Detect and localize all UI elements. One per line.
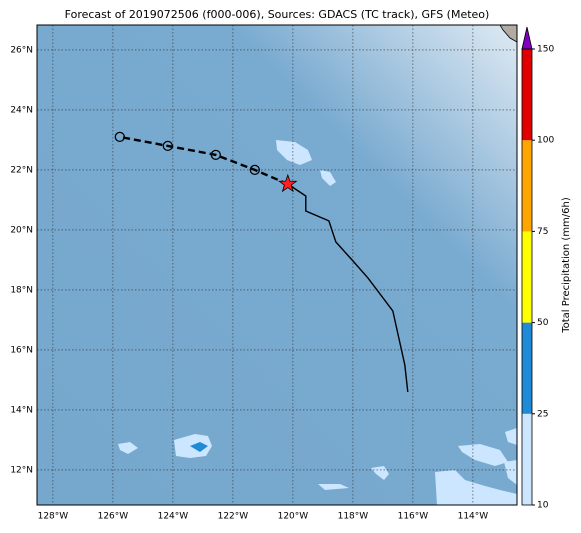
colorbar-segment xyxy=(522,322,532,414)
lat-label: 22°N xyxy=(10,165,33,175)
lon-label: 118°W xyxy=(338,512,369,522)
colorbar-tick-label: 100 xyxy=(537,136,554,146)
lat-label: 26°N xyxy=(10,45,33,55)
forecast-track xyxy=(119,135,289,186)
colorbar-segment xyxy=(522,49,532,141)
lat-label: 12°N xyxy=(10,465,33,475)
lon-label: 126°W xyxy=(98,512,129,522)
forecast-point xyxy=(249,164,260,176)
ocean xyxy=(37,25,517,505)
map-title: Forecast of 2019072506 (f000-006), Sourc… xyxy=(65,8,490,21)
lon-label: 114°W xyxy=(458,512,489,522)
past-track xyxy=(287,183,409,392)
precip-heavy xyxy=(190,442,208,452)
land xyxy=(499,25,517,43)
lat-label: 16°N xyxy=(10,345,33,355)
colorbar-segment xyxy=(522,413,532,505)
colorbar-extend xyxy=(521,26,533,50)
lon-label: 120°W xyxy=(278,512,309,522)
map-area xyxy=(37,25,517,505)
colorbar-tick-label: 50 xyxy=(537,318,549,328)
colorbar-tick-label: 25 xyxy=(537,409,548,419)
precip-areas xyxy=(118,140,517,505)
forecast-point xyxy=(210,149,221,161)
current-position xyxy=(278,173,298,193)
colorbar-label: Total Precipitation (mm/6h) xyxy=(561,197,572,334)
lon-label: 122°W xyxy=(218,512,249,522)
lat-label: 18°N xyxy=(10,285,33,295)
colorbar-tick-label: 150 xyxy=(537,45,554,55)
lon-label: 128°W xyxy=(38,512,69,522)
lat-label: 20°N xyxy=(10,225,33,235)
forecast-point xyxy=(162,140,173,152)
lon-label: 124°W xyxy=(158,512,189,522)
colorbar-tick-label: 75 xyxy=(537,227,548,237)
lat-label: 14°N xyxy=(10,405,33,415)
forecast-point xyxy=(114,131,125,143)
map-frame xyxy=(36,24,518,506)
lat-label: 24°N xyxy=(10,105,33,115)
colorbar-segment xyxy=(522,140,532,232)
colorbar-tick-label: 10 xyxy=(537,501,549,511)
colorbar-frame xyxy=(521,48,533,506)
colorbar-segment xyxy=(522,231,532,323)
lon-label: 116°W xyxy=(398,512,429,522)
